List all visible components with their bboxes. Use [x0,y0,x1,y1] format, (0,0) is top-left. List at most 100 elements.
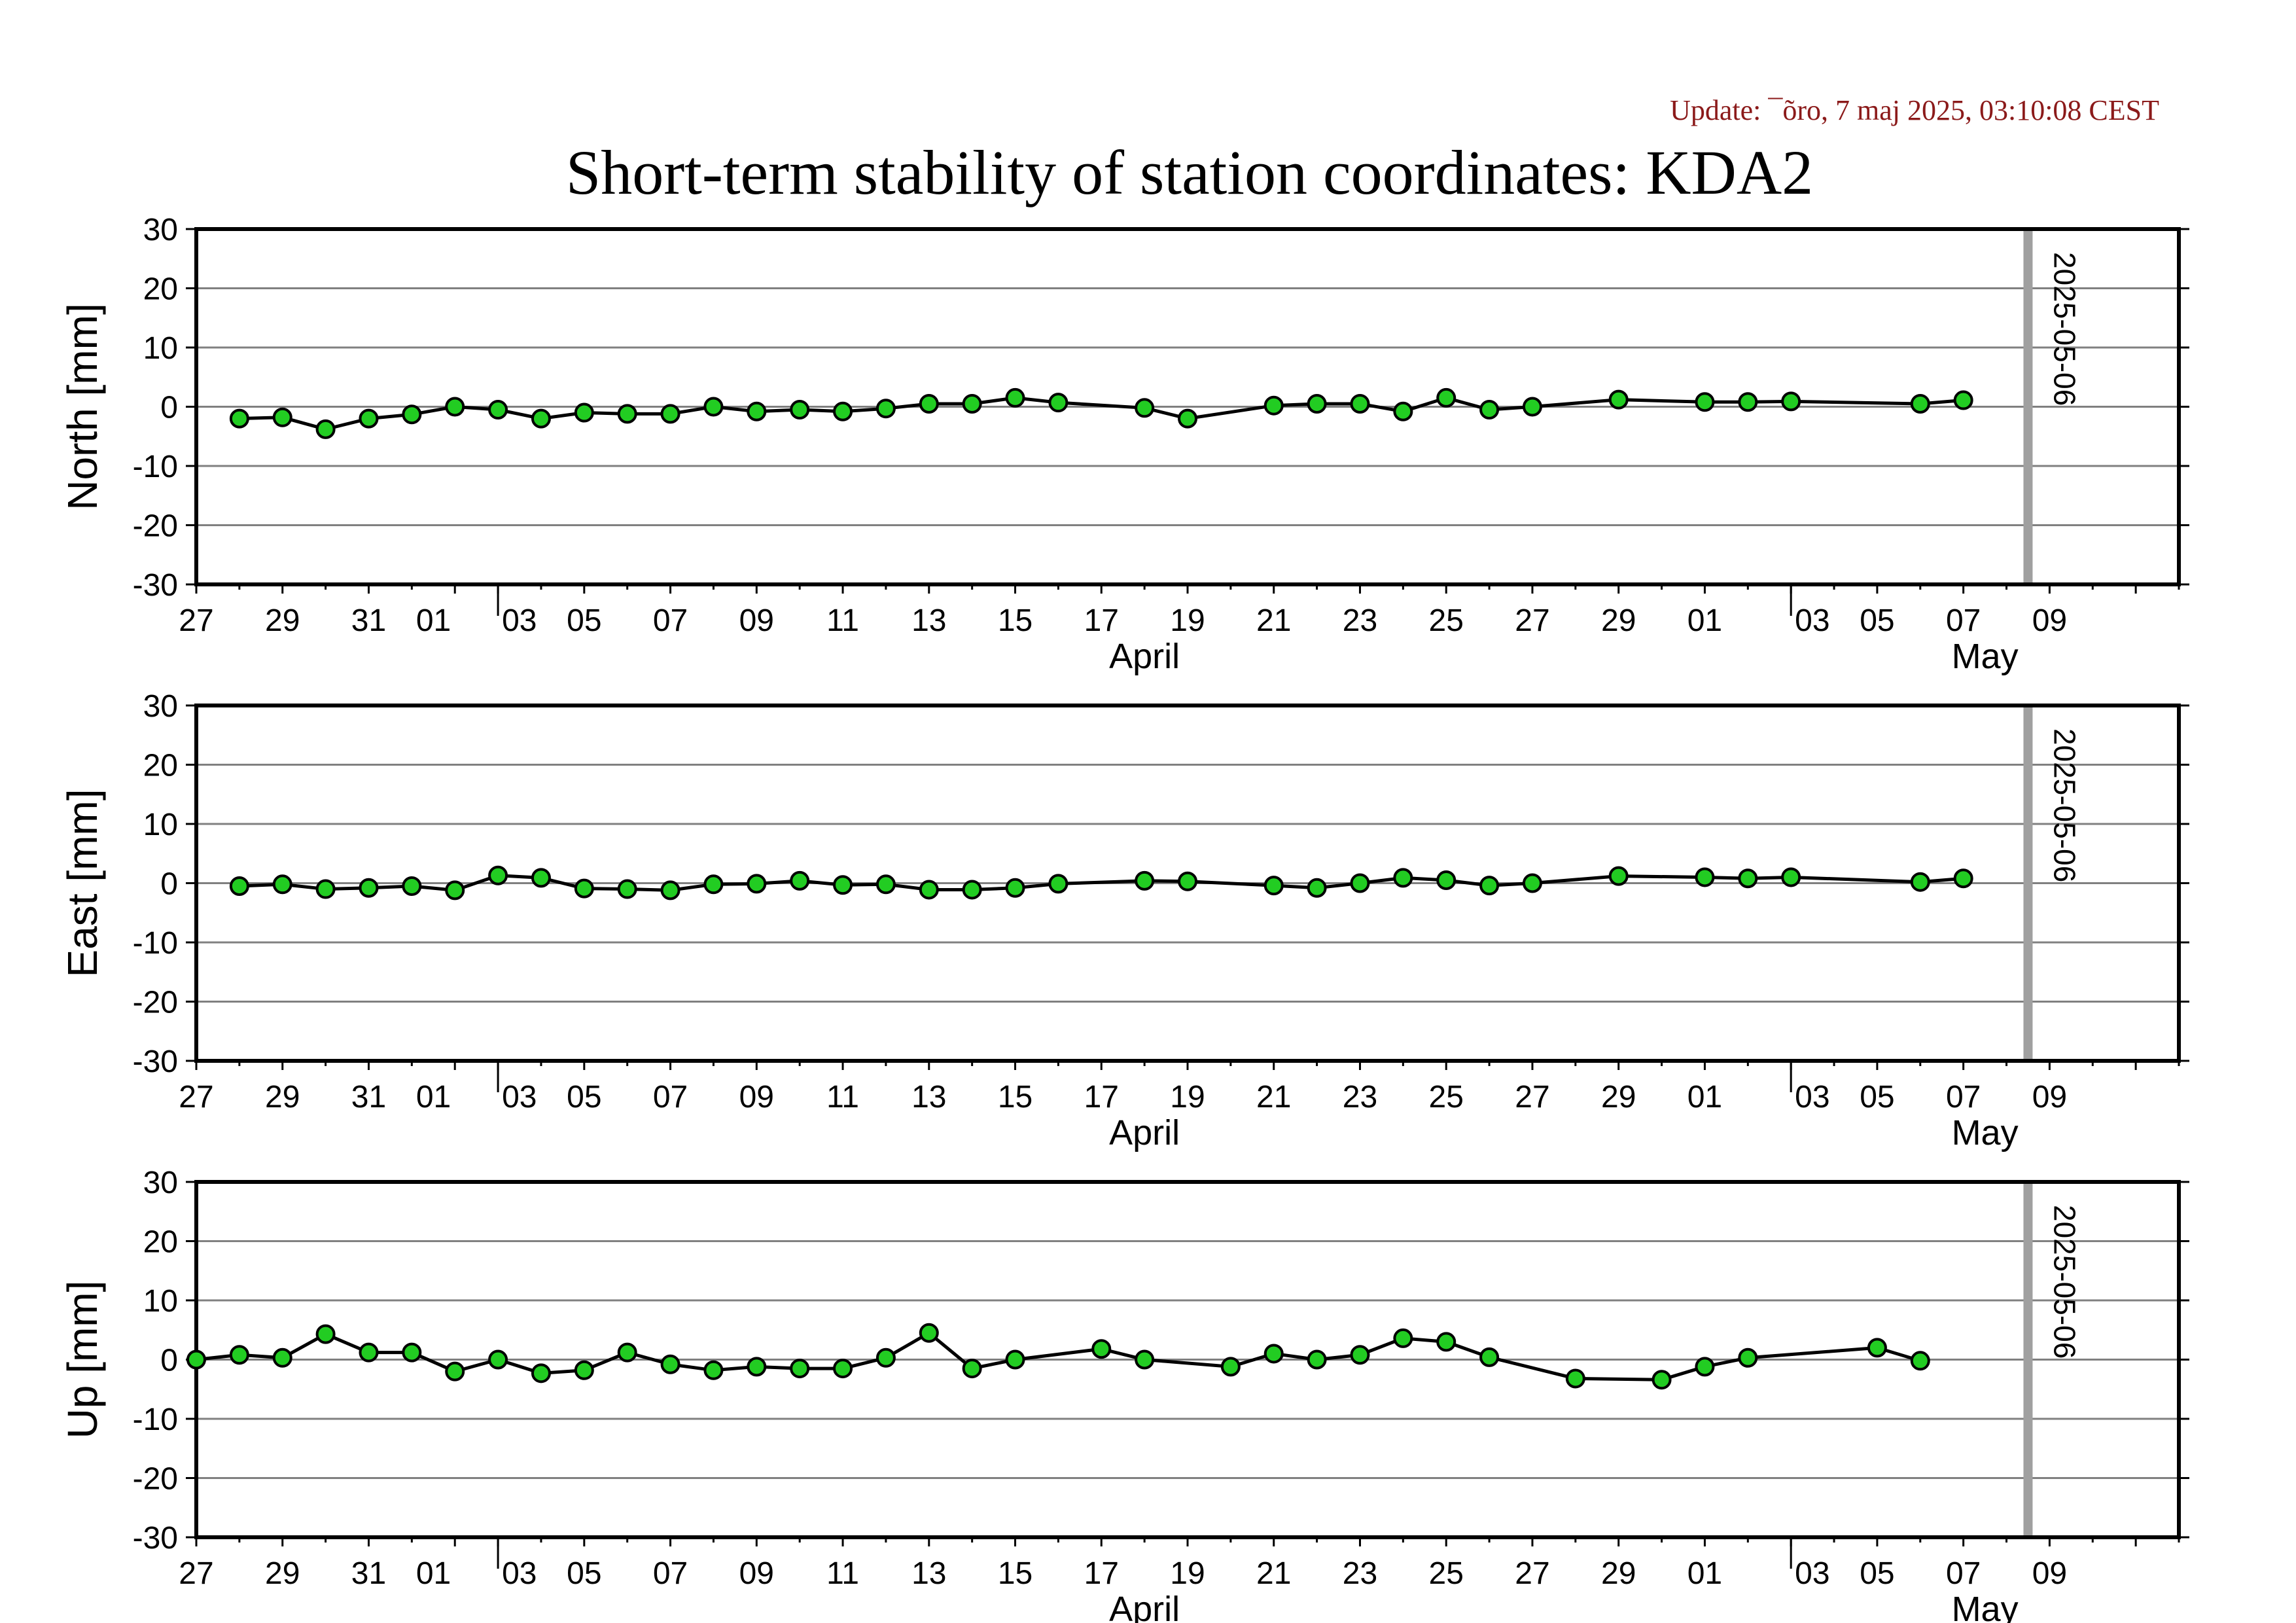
data-point [1738,868,1758,889]
x-tick-label: 11 [826,1080,859,1115]
data-point [1005,1349,1025,1370]
x-tick-label: 13 [911,1556,946,1591]
data-point [1263,876,1284,896]
x-tick-label: 29 [265,603,300,638]
data-point [315,419,336,439]
x-tick-label: 27 [179,603,213,638]
x-tick-label: 07 [653,1080,688,1115]
data-point [531,408,551,429]
x-tick-label: 11 [826,603,859,638]
chart-title: Short-term stability of station coordina… [566,137,1813,207]
data-point [1135,870,1155,891]
month-label: April [1109,1113,1180,1152]
y-tick-label: 10 [143,331,178,366]
date-marker-label: 2025-05-06 [2047,1205,2081,1359]
data-point [272,874,292,895]
data-point [1695,392,1715,412]
data-point [359,878,379,898]
y-axis-label: North [mm] [59,303,106,510]
x-tick-label: 29 [265,1080,300,1115]
x-tick-label: 25 [1429,603,1464,638]
y-tick-label: -30 [133,568,178,603]
x-tick-label: 19 [1170,1556,1205,1591]
x-tick-label: 19 [1170,603,1205,638]
y-tick-label: 30 [143,689,178,724]
x-tick-label: 11 [826,1556,859,1591]
data-point [617,879,637,899]
data-point [1350,393,1370,414]
data-point [229,408,249,429]
x-tick-label: 13 [911,603,946,638]
data-point [402,1342,422,1363]
data-point [402,876,422,897]
x-tick-label: 27 [179,1556,213,1591]
data-point [1436,387,1457,408]
data-point [445,1361,465,1382]
data-point [1565,1368,1585,1389]
y-tick-label: 20 [143,1225,178,1260]
y-tick-label: -10 [133,450,178,484]
data-point [1350,1345,1370,1365]
data-point [1393,868,1413,888]
x-tick-label: 19 [1170,1080,1205,1115]
data-point [531,1363,551,1383]
month-label: May [1952,1113,2019,1152]
data-point [1135,398,1155,418]
date-marker-label: 2025-05-06 [2047,252,2081,406]
month-label: April [1109,1590,1180,1623]
data-point [1307,1349,1327,1370]
data-point [1479,876,1500,896]
data-point [790,1359,810,1379]
y-tick-label: 0 [160,391,178,425]
data-point [790,400,810,420]
x-tick-label: 03 [1795,1080,1829,1115]
data-point [574,1360,594,1380]
x-tick-label: 17 [1084,1080,1119,1115]
x-tick-label: 05 [1860,1556,1894,1591]
x-tick-label: 21 [1256,1080,1291,1115]
data-point [919,393,939,414]
data-point [315,879,336,899]
data-point [1091,1339,1112,1359]
data-point [359,408,379,429]
data-point [531,868,551,888]
data-point [703,1360,724,1380]
x-tick-label: 29 [265,1556,300,1591]
data-point [445,880,465,901]
x-tick-label: 25 [1429,1556,1464,1591]
y-tick-label: -10 [133,926,178,961]
data-point [703,874,724,895]
x-tick-label: 15 [998,1080,1033,1115]
y-tick-label: 0 [160,1344,178,1378]
data-point [833,401,853,421]
x-tick-label: 01 [416,603,451,638]
data-point [1479,1347,1500,1367]
data-point [1522,397,1542,417]
x-tick-label: 31 [351,1080,386,1115]
data-point [1910,1351,1930,1371]
y-tick-label: 10 [143,1284,178,1319]
data-point [790,870,810,891]
data-point [747,874,767,894]
data-point [1910,393,1930,414]
x-tick-label: 01 [416,1080,451,1115]
y-tick-label: -30 [133,1521,178,1556]
x-tick-label: 13 [911,1080,946,1115]
data-point [1738,392,1758,412]
x-tick-label: 01 [1687,603,1722,638]
x-tick-label: 03 [502,1080,537,1115]
panel-north: 2025-05-06 30 20 10 0 -10 -20 -30 North [mm] 27 29… [59,213,2189,676]
x-tick-label: 15 [998,603,1033,638]
data-point [1048,874,1069,894]
x-tick-label: 25 [1429,1080,1464,1115]
y-axis-label: Up [mm] [59,1281,106,1439]
y-tick-label: -10 [133,1402,178,1437]
data-point [445,397,465,417]
data-point [1178,871,1197,891]
y-tick-label: -20 [133,509,178,544]
x-tick-label: 07 [653,1556,688,1591]
y-tick-label: 20 [143,272,178,307]
x-tick-label: 09 [739,1080,774,1115]
x-tick-label: 07 [1946,1080,1981,1115]
